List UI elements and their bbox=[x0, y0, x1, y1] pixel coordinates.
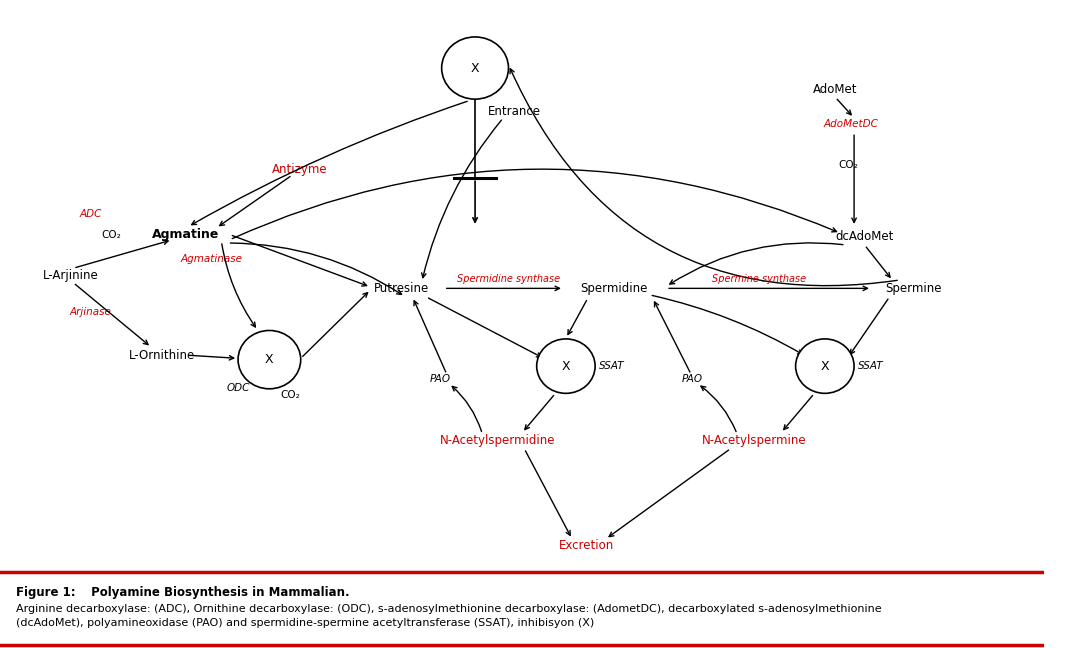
Text: N-Acetylspermidine: N-Acetylspermidine bbox=[441, 434, 556, 447]
Text: L-Arjinine: L-Arjinine bbox=[43, 269, 99, 282]
Text: Spermidine synthase: Spermidine synthase bbox=[457, 273, 560, 284]
Text: SSAT: SSAT bbox=[599, 361, 625, 371]
Text: X: X bbox=[471, 62, 480, 75]
Text: Polyamine Biosynthesis in Mammalian.: Polyamine Biosynthesis in Mammalian. bbox=[87, 586, 350, 599]
Text: Agmatinase: Agmatinase bbox=[180, 254, 243, 264]
Text: Arjinase: Arjinase bbox=[70, 307, 112, 318]
Text: Antizyme: Antizyme bbox=[272, 163, 327, 176]
Text: X: X bbox=[265, 353, 274, 366]
Text: Agmatine: Agmatine bbox=[153, 228, 220, 241]
Ellipse shape bbox=[238, 330, 301, 389]
Text: Putresine: Putresine bbox=[375, 282, 430, 295]
Text: Figure 1:: Figure 1: bbox=[15, 586, 76, 599]
Text: Entrance: Entrance bbox=[488, 105, 542, 118]
Text: N-Acetylspermine: N-Acetylspermine bbox=[702, 434, 806, 447]
Ellipse shape bbox=[442, 37, 509, 99]
Ellipse shape bbox=[796, 339, 854, 393]
Text: X: X bbox=[821, 360, 830, 373]
Text: X: X bbox=[562, 360, 571, 373]
Text: ODC: ODC bbox=[226, 382, 250, 393]
Text: CO₂: CO₂ bbox=[102, 229, 121, 240]
Text: CO₂: CO₂ bbox=[838, 160, 858, 170]
Text: ADC: ADC bbox=[80, 209, 102, 219]
Ellipse shape bbox=[537, 339, 596, 393]
Text: AdoMetDC: AdoMetDC bbox=[823, 119, 878, 130]
Text: PAO: PAO bbox=[681, 374, 703, 384]
Text: CO₂: CO₂ bbox=[280, 390, 300, 400]
Text: Spermine: Spermine bbox=[885, 282, 942, 295]
Text: SSAT: SSAT bbox=[858, 361, 884, 371]
Text: Spermidine: Spermidine bbox=[580, 282, 648, 295]
Text: dcAdoMet: dcAdoMet bbox=[835, 230, 893, 243]
Text: Excretion: Excretion bbox=[559, 539, 614, 552]
Text: PAO: PAO bbox=[430, 374, 452, 384]
Text: L-Ornithine: L-Ornithine bbox=[129, 349, 195, 362]
Text: AdoMet: AdoMet bbox=[813, 83, 858, 96]
Text: Spermine synthase: Spermine synthase bbox=[712, 273, 806, 284]
Text: Arginine decarboxylase: (ADC), Ornithine decarboxylase: (ODC), s-adenosylmethion: Arginine decarboxylase: (ADC), Ornithine… bbox=[15, 604, 882, 628]
